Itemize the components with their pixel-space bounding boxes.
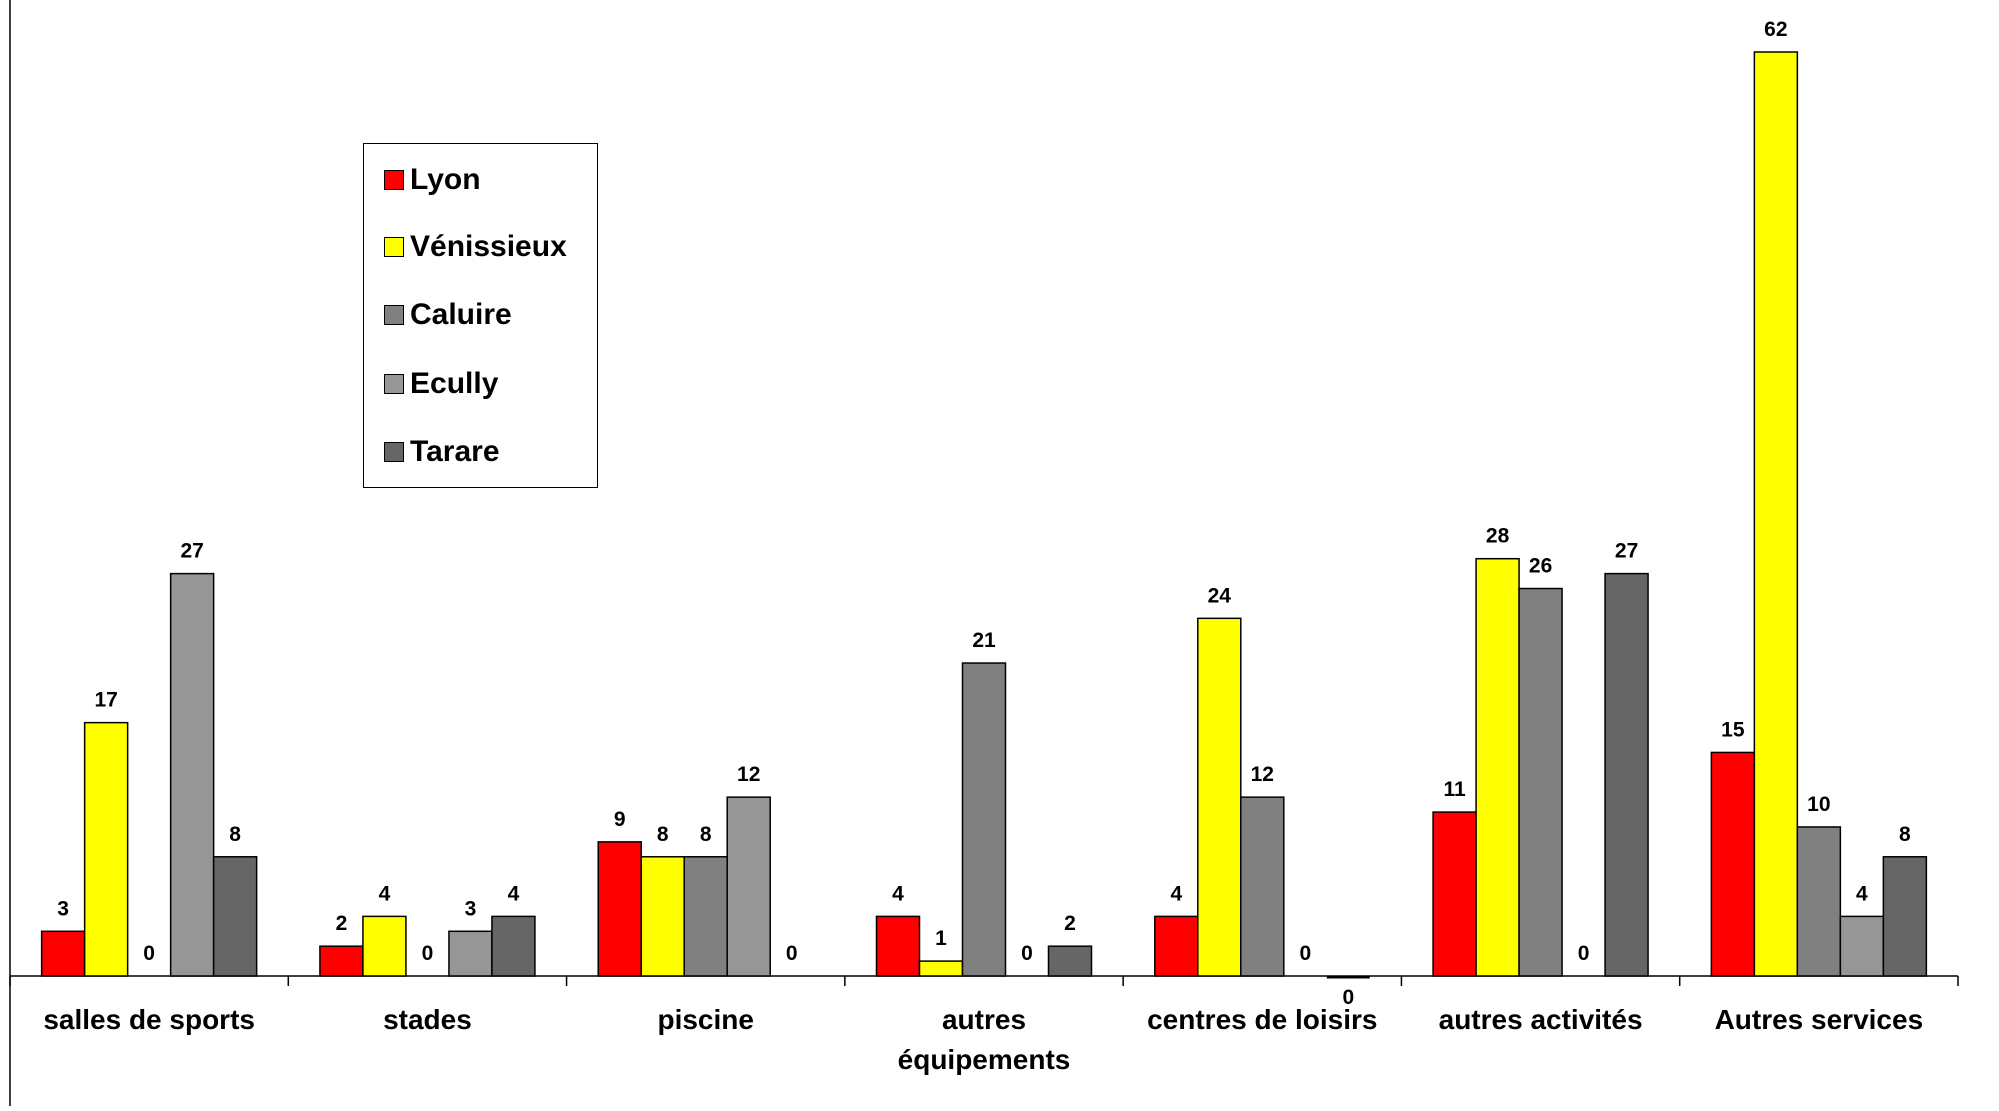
legend-item-venissieux: Vénissieux: [384, 230, 567, 263]
data-label-venissieux-salles-de-sports: 17: [94, 689, 117, 712]
x-tick-label: stades: [383, 1004, 472, 1035]
data-label-lyon-centres-de-loisirs: 4: [1170, 882, 1182, 905]
data-label-tarare-piscine: 0: [786, 942, 798, 965]
bar-venissieux-autres-equipements: [918, 960, 964, 977]
legend-swatch-ecully: [384, 374, 404, 394]
data-label-tarare-centres-de-loisirs: 0: [1342, 986, 1354, 1009]
data-label-ecully-autres-services: 4: [1856, 882, 1868, 905]
legend-item-ecully: Ecully: [384, 367, 499, 400]
bar-caluire-autres-activites: [1518, 587, 1563, 977]
data-label-ecully-piscine: 12: [737, 763, 760, 786]
bar-caluire-autres-services: [1796, 826, 1842, 977]
x-tick-label: piscine: [657, 1004, 753, 1035]
data-label-lyon-stades: 2: [336, 912, 348, 935]
data-label-lyon-piscine: 9: [614, 808, 626, 831]
bar-caluire-piscine: [683, 856, 728, 977]
data-label-venissieux-autres-activites: 28: [1486, 525, 1510, 548]
x-tick-label: équipements: [898, 1044, 1071, 1075]
data-label-venissieux-centres-de-loisirs: 24: [1208, 584, 1232, 607]
bar-tarare-stades: [491, 915, 536, 977]
bar-lyon-autres-activites: [1432, 811, 1477, 977]
legend-item-tarare: Tarare: [384, 435, 500, 468]
bar-ecully-salles-de-sports: [169, 572, 215, 977]
x-tick-label: salles de sports: [43, 1004, 255, 1035]
data-label-lyon-autres-activites: 11: [1443, 778, 1466, 801]
legend-swatch-venissieux: [384, 237, 404, 257]
bar-lyon-autres-equipements: [875, 915, 921, 977]
x-tick-label: Autres services: [1715, 1004, 1924, 1035]
legend-label-caluire: Caluire: [410, 298, 512, 331]
bar-lyon-salles-de-sports: [40, 930, 86, 977]
x-tick-label: autres activités: [1439, 1004, 1643, 1035]
data-label-tarare-autres-services: 8: [1899, 823, 1911, 846]
bar-ecully-stades: [448, 930, 493, 977]
bar-lyon-autres-services: [1710, 751, 1756, 977]
bar-venissieux-centres-de-loisirs: [1197, 617, 1242, 977]
x-axis-ticks: [9, 976, 1959, 986]
legend-item-lyon: Lyon: [384, 163, 481, 196]
data-label-caluire-salles-de-sports: 0: [143, 942, 155, 965]
legend-label-ecully: Ecully: [410, 367, 499, 400]
bar-lyon-centres-de-loisirs: [1154, 915, 1199, 977]
data-label-tarare-stades: 4: [508, 882, 520, 905]
data-label-caluire-centres-de-loisirs: 12: [1251, 763, 1274, 786]
data-label-venissieux-piscine: 8: [657, 823, 669, 846]
data-label-caluire-autres-equipements: 21: [972, 629, 996, 652]
data-label-ecully-centres-de-loisirs: 0: [1299, 942, 1311, 965]
data-label-venissieux-stades: 4: [379, 882, 391, 905]
x-tick-label: centres de loisirs: [1147, 1004, 1377, 1035]
bar-ecully-piscine: [726, 796, 771, 977]
legend: Lyon Vénissieux Caluire Ecully Tarare: [363, 143, 598, 488]
legend-swatch-tarare: [384, 442, 404, 462]
legend-swatch-caluire: [384, 305, 404, 325]
data-label-lyon-autres-services: 15: [1721, 718, 1745, 741]
bar-tarare-salles-de-sports: [212, 856, 258, 977]
data-label-ecully-autres-equipements: 0: [1021, 942, 1033, 965]
bar-lyon-stades: [319, 945, 364, 977]
data-label-caluire-autres-activites: 26: [1529, 555, 1552, 578]
data-label-lyon-salles-de-sports: 3: [57, 897, 69, 920]
bar-venissieux-piscine: [640, 856, 685, 977]
legend-item-caluire: Caluire: [384, 298, 512, 331]
bars-group: [40, 51, 1928, 979]
bar-tarare-autres-equipements: [1047, 945, 1093, 977]
data-label-ecully-salles-de-sports: 27: [180, 540, 203, 563]
x-tick-labels-group: salles de sports stades piscine autres équip…: [43, 1004, 1923, 1075]
legend-label-venissieux: Vénissieux: [410, 230, 567, 263]
x-tick-label: autres: [942, 1004, 1026, 1035]
bar-venissieux-salles-de-sports: [83, 721, 129, 977]
legend-label-tarare: Tarare: [410, 435, 500, 468]
legend-swatch-lyon: [384, 170, 404, 190]
bar-venissieux-autres-services: [1753, 51, 1799, 977]
bar-tarare-autres-activites: [1604, 572, 1649, 977]
bar-ecully-autres-services: [1839, 915, 1885, 977]
bar-caluire-autres-equipements: [961, 662, 1007, 977]
data-label-venissieux-autres-equipements: 1: [935, 927, 947, 950]
data-label-tarare-autres-activites: 27: [1615, 540, 1638, 563]
data-label-ecully-autres-activites: 0: [1578, 942, 1590, 965]
bar-venissieux-stades: [362, 915, 407, 977]
legend-label-lyon: Lyon: [410, 163, 481, 196]
data-label-caluire-stades: 0: [422, 942, 434, 965]
data-label-tarare-salles-de-sports: 8: [229, 823, 241, 846]
bar-tarare-autres-services: [1882, 856, 1928, 977]
data-label-lyon-autres-equipements: 4: [892, 882, 904, 905]
data-label-caluire-piscine: 8: [700, 823, 712, 846]
data-label-tarare-autres-equipements: 2: [1064, 912, 1076, 935]
data-label-ecully-stades: 3: [465, 897, 477, 920]
data-label-venissieux-autres-services: 62: [1764, 18, 1787, 41]
data-label-caluire-autres-services: 10: [1807, 793, 1830, 816]
bar-caluire-centres-de-loisirs: [1240, 796, 1285, 977]
bar-lyon-piscine: [597, 841, 642, 977]
bar-venissieux-autres-activites: [1475, 557, 1520, 977]
